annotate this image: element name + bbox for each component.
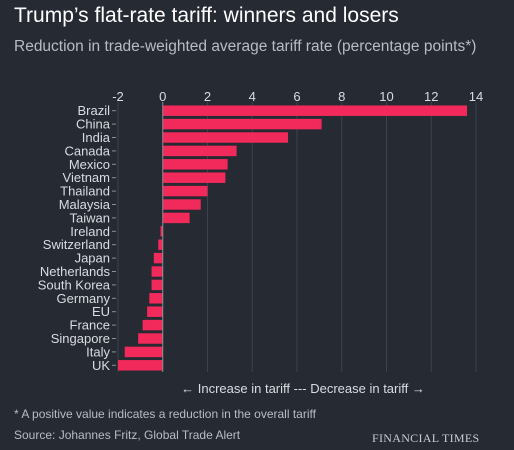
source-note: Source: Johannes Fritz, Global Trade Ale… <box>14 428 241 442</box>
category-label: Brazil <box>77 103 110 118</box>
bar <box>162 185 208 197</box>
chart-title: Trump’s flat-rate tariff: winners and lo… <box>14 4 399 27</box>
category-label: Ireland <box>70 224 110 239</box>
chart-subtitle: Reduction in trade-weighted average tari… <box>14 38 477 55</box>
category-label: Vietnam <box>63 170 110 185</box>
x-tick-label: 10 <box>379 89 393 104</box>
x-tick-label: 8 <box>338 89 345 104</box>
bar <box>138 333 163 344</box>
brand-logo: FINANCIAL TIMES <box>372 431 480 445</box>
category-label: Malaysia <box>59 197 111 212</box>
bar <box>162 159 228 170</box>
category-label: Netherlands <box>40 264 111 279</box>
bar <box>162 132 289 143</box>
category-label: France <box>70 318 110 333</box>
category-label: Mexico <box>69 157 110 172</box>
bar <box>162 145 237 157</box>
x-tick-label: -2 <box>112 89 124 104</box>
category-label: Thailand <box>60 184 110 199</box>
category-label: Japan <box>75 251 110 266</box>
bar <box>153 252 163 264</box>
category-label: Germany <box>57 291 111 306</box>
x-tick-label: 12 <box>424 89 438 104</box>
x-tick-label: 2 <box>204 89 211 104</box>
x-tick-label: 6 <box>293 89 300 104</box>
category-label: Italy <box>86 344 110 359</box>
bar <box>142 319 163 331</box>
category-label: EU <box>92 304 110 319</box>
bar <box>162 212 190 224</box>
category-label: Taiwan <box>70 210 110 225</box>
bar <box>162 172 226 183</box>
bar <box>162 105 468 116</box>
category-label: India <box>82 130 111 145</box>
bar <box>151 279 163 291</box>
bar <box>149 293 163 304</box>
category-label: UK <box>92 358 110 373</box>
x-tick-label: 14 <box>469 89 483 104</box>
bar <box>118 360 163 371</box>
category-label: Switzerland <box>43 237 110 252</box>
bar <box>151 266 163 277</box>
bar <box>160 226 163 237</box>
bar <box>162 118 322 130</box>
bar-chart: -2 0 2 4 6 8 10 12 14 BrazilChinaIndiaCanadaMexic… <box>38 89 484 396</box>
bar <box>124 346 163 358</box>
bar <box>158 239 163 250</box>
direction-label: ← Increase in tariff --- Decrease in tar… <box>181 381 425 396</box>
x-tick-label: 4 <box>249 89 256 104</box>
footnote: * A positive value indicates a reduction… <box>14 407 316 421</box>
bar <box>147 306 163 317</box>
bar <box>162 199 201 210</box>
category-label: Singapore <box>51 331 110 346</box>
x-tick-label: 0 <box>159 89 166 104</box>
category-label: Canada <box>64 143 110 158</box>
category-label: South Korea <box>38 277 111 292</box>
category-label: China <box>76 117 111 132</box>
